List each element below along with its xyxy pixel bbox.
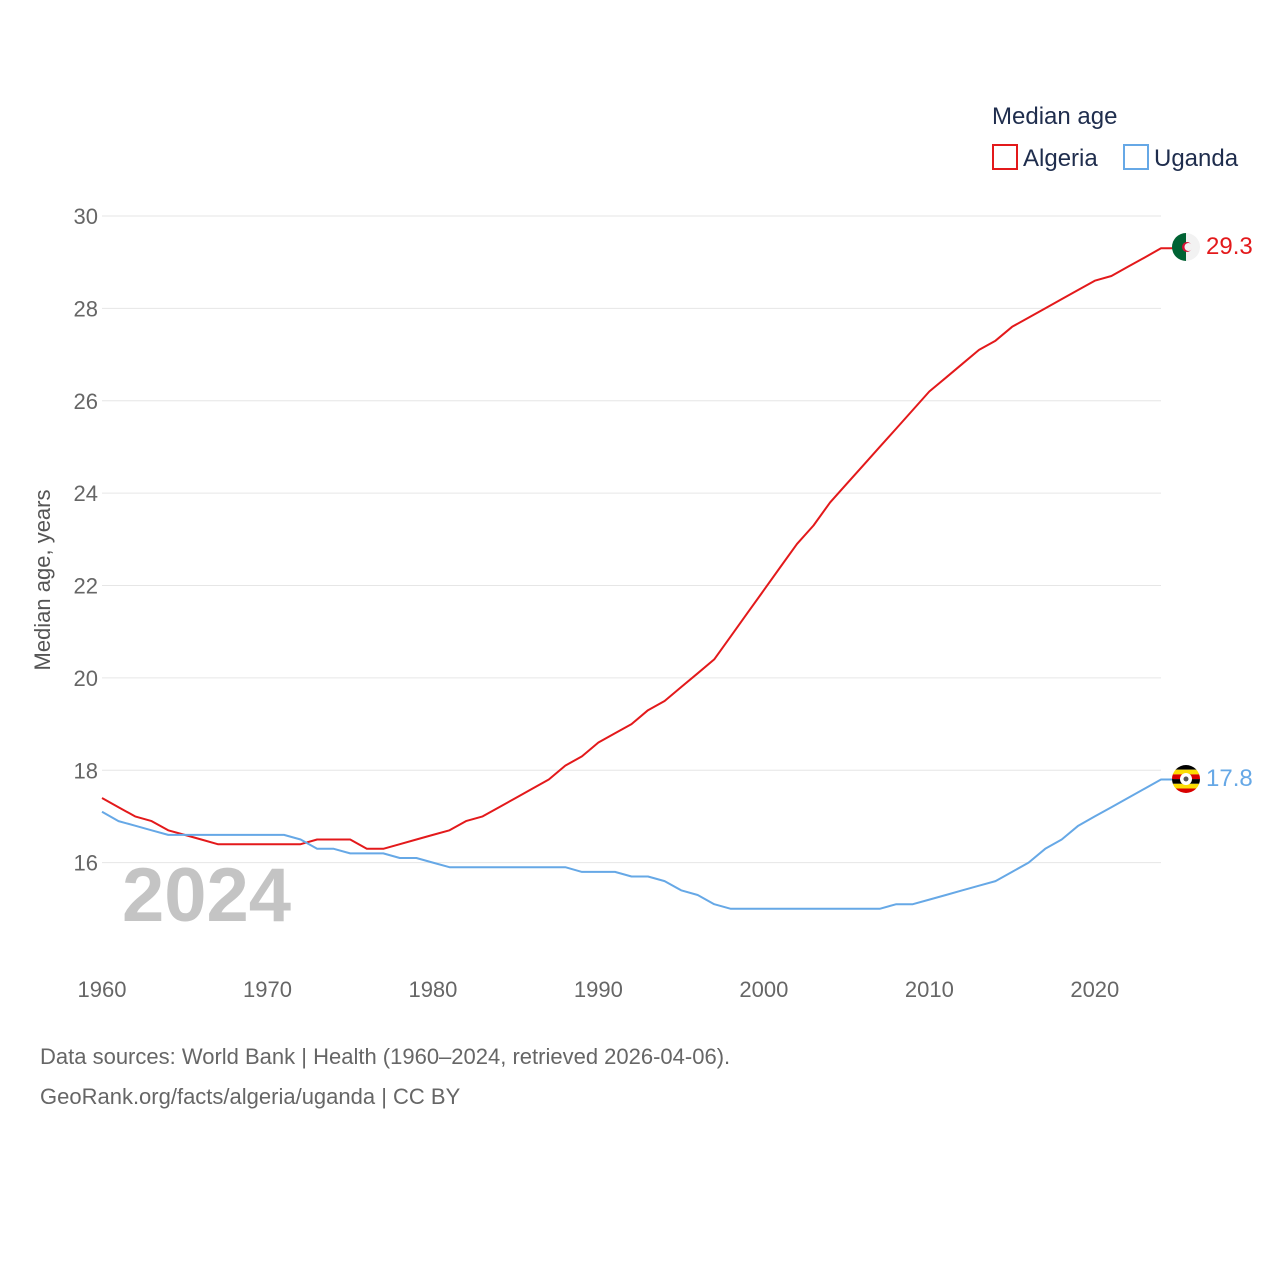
y-tick-label: 30 bbox=[74, 204, 98, 229]
x-tick-label: 2000 bbox=[739, 977, 788, 1002]
data-sources-note: Data sources: World Bank | Health (1960–… bbox=[40, 1044, 731, 1069]
gridlines bbox=[102, 215, 1161, 864]
x-tick-label: 1990 bbox=[574, 977, 623, 1002]
series-end-markers: 29.3 17.8 bbox=[1172, 233, 1253, 793]
y-tick-label: 26 bbox=[74, 389, 98, 414]
series-lines bbox=[101, 247, 1174, 910]
algeria-end-value: 29.3 bbox=[1206, 233, 1253, 260]
y-axis-ticks: 16 18 20 22 24 26 28 30 bbox=[74, 204, 98, 876]
y-tick-label: 28 bbox=[74, 296, 98, 321]
uganda-end-value: 17.8 bbox=[1206, 765, 1253, 792]
uganda-flag-icon bbox=[1172, 765, 1200, 793]
x-tick-label: 1960 bbox=[78, 977, 127, 1002]
attribution-credit: GeoRank.org/facts/algeria/uganda | CC BY bbox=[40, 1084, 461, 1109]
y-tick-label: 18 bbox=[74, 758, 98, 783]
legend-swatch-uganda bbox=[1123, 144, 1149, 170]
series-line-uganda bbox=[101, 778, 1174, 910]
algeria-flag-icon bbox=[1172, 233, 1200, 261]
x-tick-label: 1980 bbox=[408, 977, 457, 1002]
legend-swatch-algeria bbox=[992, 144, 1018, 170]
legend-label-uganda: Uganda bbox=[1154, 145, 1239, 172]
legend-label-algeria: Algeria bbox=[1023, 145, 1098, 172]
y-tick-label: 22 bbox=[74, 574, 98, 599]
y-axis-label: Median age, years bbox=[30, 490, 55, 671]
x-axis-ticks: 1960 1970 1980 1990 2000 2010 2020 bbox=[78, 977, 1120, 1002]
line-chart: 16 18 20 22 24 26 28 30 1960 1970 1980 1990 2000 201… bbox=[30, 103, 1253, 1002]
y-tick-label: 20 bbox=[74, 666, 98, 691]
x-tick-label: 2020 bbox=[1070, 977, 1119, 1002]
legend: Median age Algeria Uganda bbox=[992, 103, 1239, 172]
legend-title: Median age bbox=[992, 103, 1117, 130]
year-watermark: 2024 bbox=[122, 853, 291, 938]
y-tick-label: 24 bbox=[74, 481, 98, 506]
series-line-algeria bbox=[101, 247, 1174, 850]
x-tick-label: 2010 bbox=[905, 977, 954, 1002]
y-tick-label: 16 bbox=[74, 851, 98, 876]
x-tick-label: 1970 bbox=[243, 977, 292, 1002]
